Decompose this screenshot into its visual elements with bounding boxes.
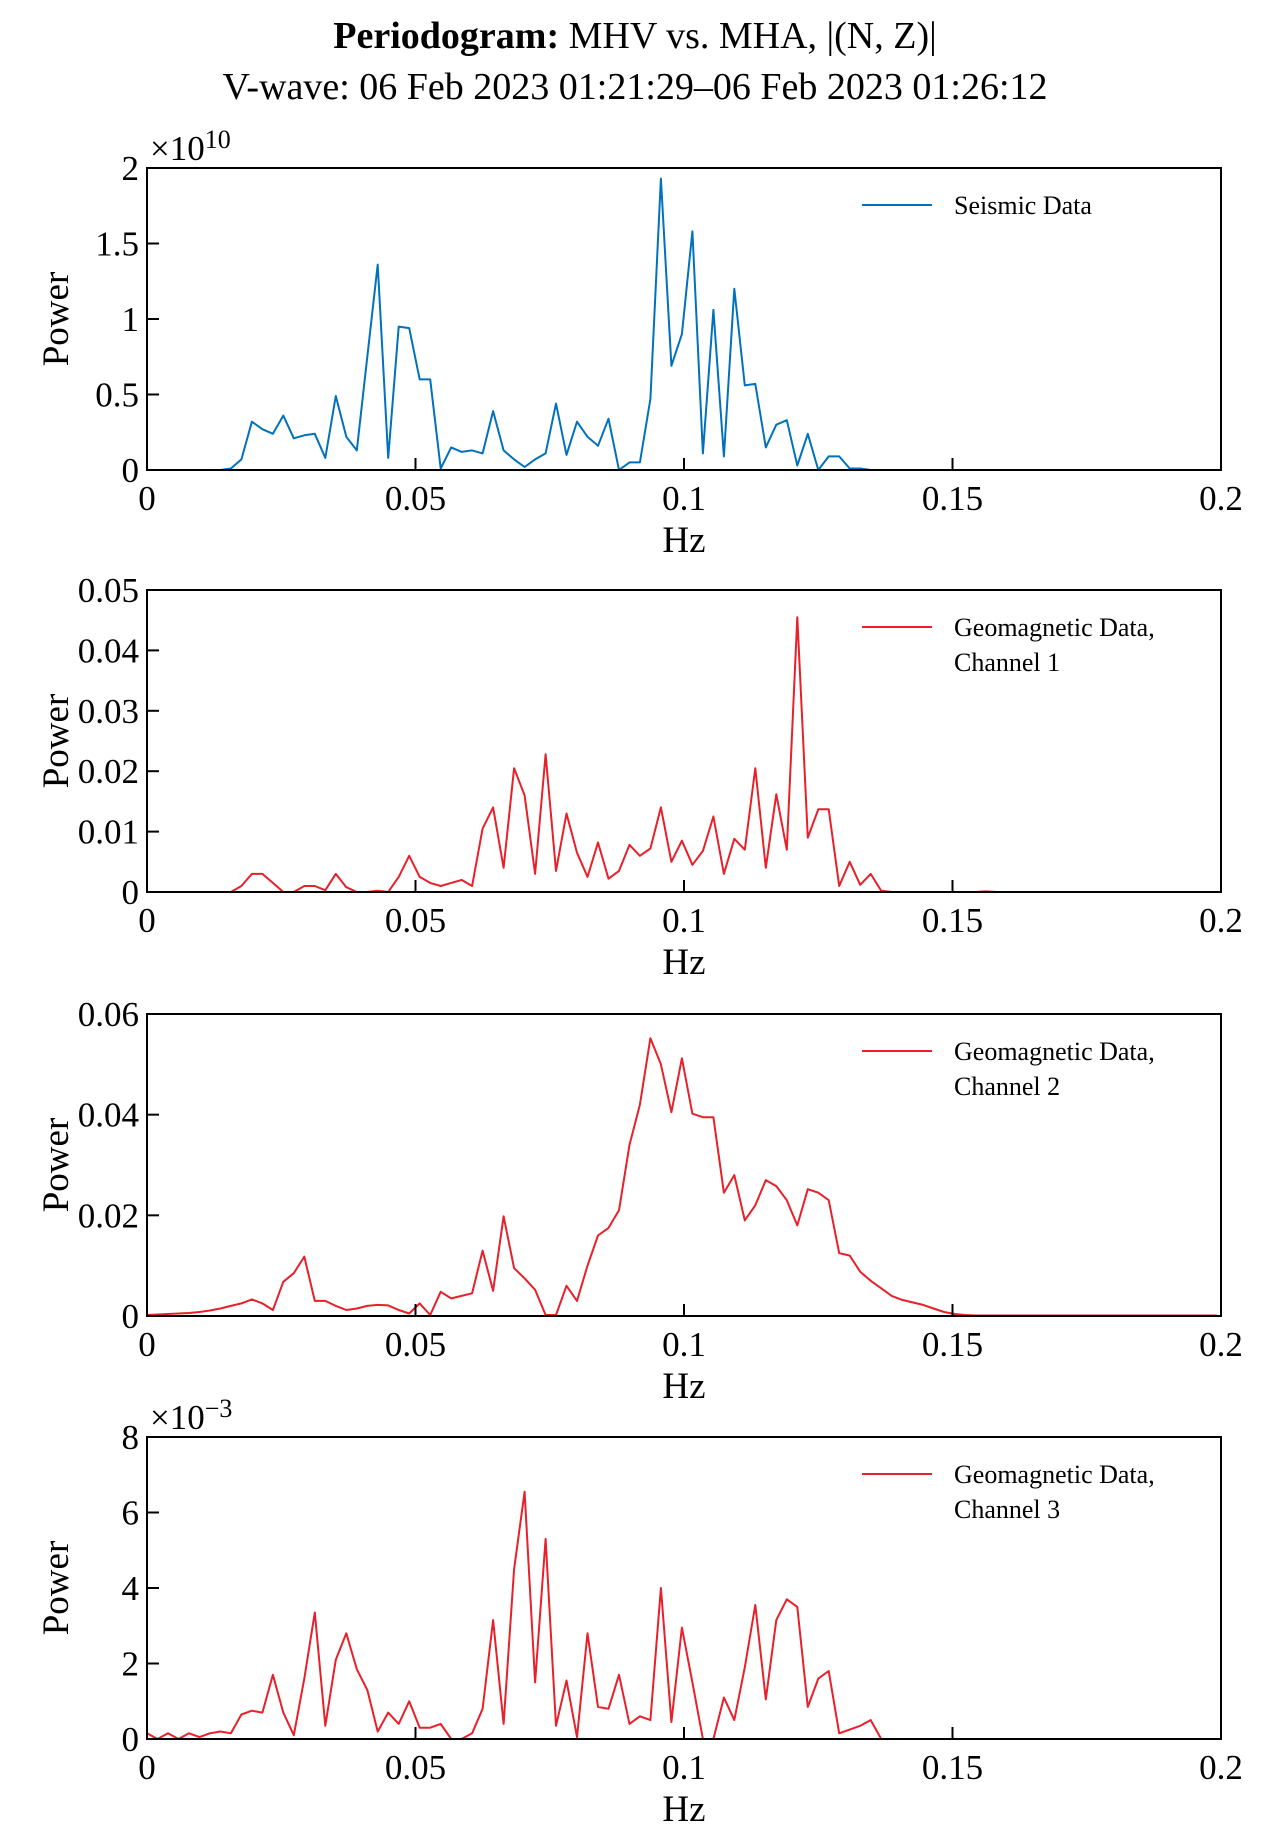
x-tick-label: 0.2 <box>1199 1325 1243 1364</box>
x-tick-label: 0.1 <box>662 901 706 940</box>
y-tick-label: 1 <box>122 300 140 339</box>
x-tick-label: 0.15 <box>922 479 983 518</box>
legend-entry: Geomagnetic Data, <box>954 1460 1155 1489</box>
legend-entry: Channel 3 <box>954 1495 1060 1524</box>
x-tick-label: 0.2 <box>1199 901 1243 940</box>
y-tick-label: 0 <box>122 1297 140 1336</box>
y-tick-label: 4 <box>122 1569 140 1608</box>
y-axis-label: Power <box>36 1118 77 1213</box>
series-line <box>147 177 1217 471</box>
x-tick-label: 0.1 <box>662 1325 706 1364</box>
y-tick-label: 0 <box>122 451 140 490</box>
legend: Geomagnetic Data, Channel 3 <box>862 1460 1155 1524</box>
x-axis-label: Hz <box>662 942 705 983</box>
legend-entry: Geomagnetic Data, <box>954 613 1155 642</box>
title-bold: Periodogram: <box>333 15 559 57</box>
legend: Geomagnetic Data, Channel 2 <box>862 1037 1155 1101</box>
x-tick-label: 0.1 <box>662 479 706 518</box>
panel-4: 0 0.05 0.1 0.15 0.2 0 2 4 6 8 Hz Power ×10−3 Geomagne… <box>36 1394 1243 1830</box>
y-tick-label: 0 <box>122 873 140 912</box>
y-tick-label: 8 <box>122 1418 140 1457</box>
panel-3: 0 0.05 0.1 0.15 0.2 0 0.02 0.04 0.06 Hz Power Geoma… <box>36 995 1243 1407</box>
y-tick-label: 6 <box>122 1494 140 1533</box>
y-tick-label: 0.05 <box>78 571 139 610</box>
legend-entry: Channel 2 <box>954 1072 1060 1101</box>
y-axis-label: Power <box>36 272 77 367</box>
y-tick-label: 0.06 <box>78 995 139 1034</box>
x-tick-label: 0.05 <box>385 1748 446 1787</box>
x-tick-label: 0.05 <box>385 479 446 518</box>
x-tick-label: 0.05 <box>385 1325 446 1364</box>
x-tick-label: 0.15 <box>922 1325 983 1364</box>
legend-entry: Seismic Data <box>954 191 1092 220</box>
figure-title: Periodogram: MHV vs. MHA, |(N, Z)| <box>333 15 936 57</box>
series-line <box>146 1490 1217 1740</box>
x-axis-label: Hz <box>662 1789 705 1830</box>
exponent-base: ×10 <box>150 129 205 168</box>
y-tick-label: 0.02 <box>78 752 139 791</box>
y-axis-label: Power <box>36 694 77 789</box>
y-exponent-label: ×1010 <box>150 125 231 168</box>
x-tick-label: 0 <box>138 479 156 518</box>
x-tick-label: 0 <box>138 1325 156 1364</box>
legend: Geomagnetic Data, Channel 1 <box>862 613 1155 677</box>
y-tick-label: 0.01 <box>78 813 139 852</box>
panel-2: 0 0.05 0.1 0.15 0.2 0 0.01 0.02 0.03 0.04 0.05 Hz Po… <box>36 571 1243 983</box>
y-tick-label: 0 <box>122 1720 140 1759</box>
exponent-base: ×10 <box>150 1398 205 1437</box>
legend-entry: Channel 1 <box>954 648 1060 677</box>
figure-subtitle: V-wave: 06 Feb 2023 01:21:29–06 Feb 2023… <box>222 66 1047 108</box>
x-tick-label: 0.2 <box>1199 1748 1243 1787</box>
y-exponent-label: ×10−3 <box>150 1394 232 1437</box>
y-tick-label: 0.5 <box>95 376 139 415</box>
y-tick-label: 0.02 <box>78 1196 139 1235</box>
y-tick-label: 2 <box>122 1645 140 1684</box>
y-tick-label: 2 <box>122 149 140 188</box>
x-tick-label: 0 <box>138 901 156 940</box>
x-tick-label: 0.05 <box>385 901 446 940</box>
x-tick-label: 0.1 <box>662 1748 706 1787</box>
legend: Seismic Data <box>862 191 1092 220</box>
exponent-power: −3 <box>205 1394 233 1423</box>
x-tick-label: 0.15 <box>922 901 983 940</box>
title-rest: MHV vs. MHA, |(N, Z)| <box>559 15 937 57</box>
exponent-power: 10 <box>205 125 231 154</box>
x-tick-label: 0.15 <box>922 1748 983 1787</box>
x-tick-label: 0 <box>138 1748 156 1787</box>
y-tick-label: 1.5 <box>95 225 139 264</box>
y-tick-label: 0.03 <box>78 692 139 731</box>
x-tick-label: 0.2 <box>1199 479 1243 518</box>
y-axis-label: Power <box>36 1541 77 1636</box>
panel-1: 0 0.05 0.1 0.15 0.2 0 0.5 1 1.5 2 Hz Power ×1010 Seis… <box>36 125 1243 561</box>
y-tick-label: 0.04 <box>78 631 139 670</box>
x-axis-label: Hz <box>662 520 705 561</box>
legend-entry: Geomagnetic Data, <box>954 1037 1155 1066</box>
x-axis-label: Hz <box>662 1366 705 1407</box>
y-tick-label: 0.04 <box>78 1096 139 1135</box>
